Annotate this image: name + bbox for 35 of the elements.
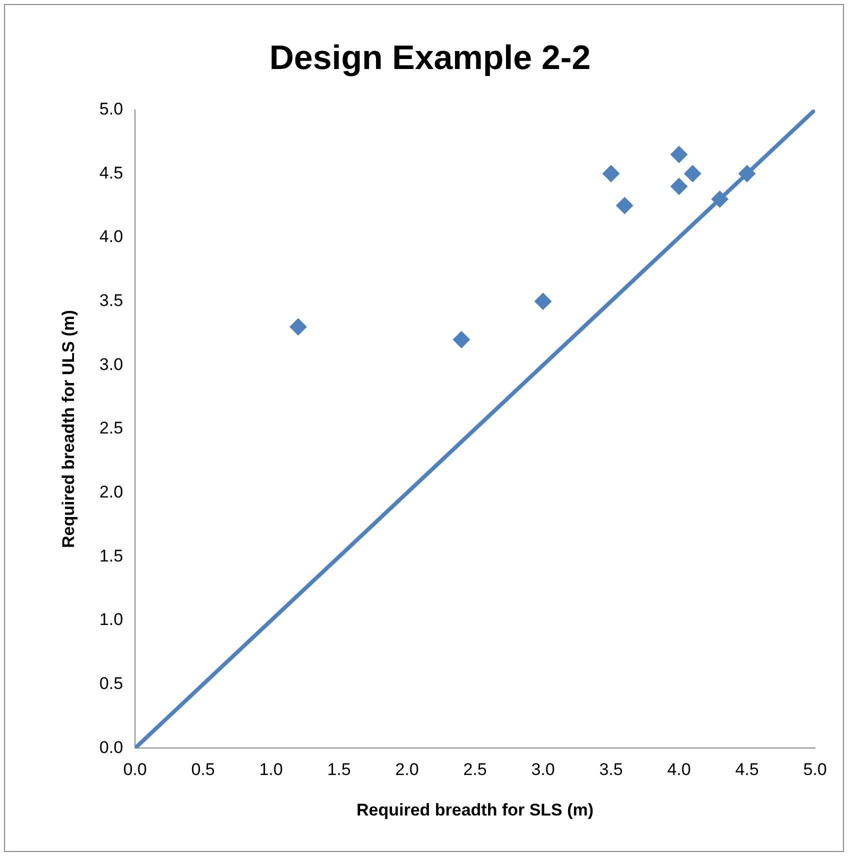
- y-tick-label: 0.0: [99, 738, 124, 757]
- x-tick-label: 3.5: [599, 760, 623, 780]
- x-tick-label: 2.5: [463, 760, 487, 780]
- y-tick-label: 3.5: [99, 291, 124, 310]
- point: [602, 165, 620, 182]
- y-tick-label: 2.0: [99, 482, 124, 502]
- x-tick-label: 1.5: [327, 760, 351, 780]
- x-tick-label: 0.5: [191, 760, 215, 780]
- y-tick-label: 0.5: [99, 674, 124, 694]
- x-tick-label: 3.0: [531, 760, 555, 780]
- point: [670, 146, 688, 163]
- point: [670, 178, 688, 195]
- y-tick-label: 1.0: [99, 610, 124, 630]
- x-tick-label: 2.0: [395, 760, 419, 780]
- point: [684, 165, 702, 182]
- point: [738, 165, 756, 182]
- y-tick-label: 1.5: [99, 546, 124, 566]
- point: [452, 331, 470, 348]
- y-tick-label: 4.0: [99, 227, 124, 246]
- x-axis-title: Required breadth for SLS (m): [356, 800, 594, 820]
- point: [711, 190, 728, 208]
- x-tick-label: 4.5: [735, 760, 759, 780]
- y-tick-label: 4.5: [99, 163, 124, 182]
- y-axis-title: Required breadth for ULS (m): [58, 310, 78, 548]
- y-tick-label: 5.0: [99, 99, 124, 118]
- y-tick-label: 2.5: [99, 418, 124, 438]
- chart-title: Design Example 2-2: [269, 38, 591, 77]
- x-tick-label: 1.0: [259, 760, 283, 780]
- x-tick-label: 4.0: [667, 760, 691, 780]
- point: [290, 318, 307, 336]
- x-tick-label: 5.0: [803, 760, 827, 780]
- point: [616, 197, 634, 214]
- x-tick-label: 0.0: [123, 760, 147, 780]
- y-tick-label: 3.0: [99, 354, 124, 374]
- point: [534, 292, 552, 310]
